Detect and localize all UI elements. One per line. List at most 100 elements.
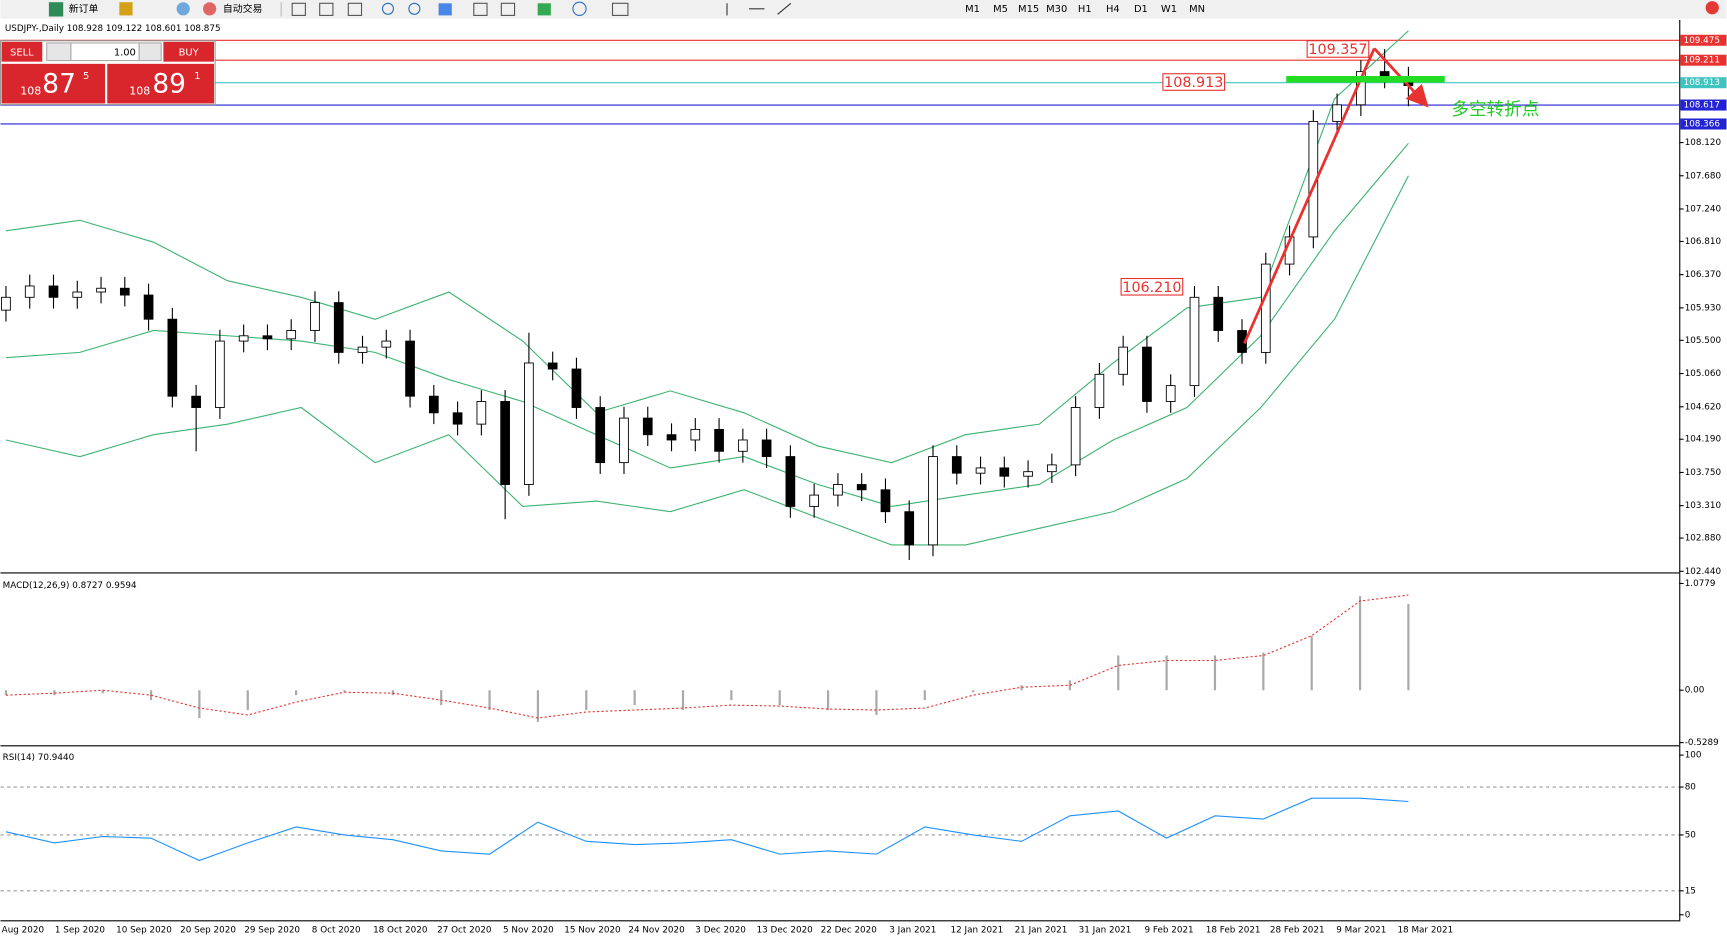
y-tick-label: 107.240	[1685, 204, 1722, 214]
price-annotation-box	[1306, 40, 1370, 58]
y-tick-label: 0	[1685, 910, 1691, 920]
x-tick-label: 13 Dec 2020	[757, 926, 814, 936]
y-tick-label: 100	[1685, 751, 1702, 761]
templates[interactable]	[611, 2, 629, 16]
y-tick-label: 106.810	[1685, 237, 1722, 247]
icon[interactable]	[500, 2, 516, 16]
icon[interactable]	[319, 2, 334, 16]
candle-body	[928, 456, 938, 546]
price-line-tag	[1680, 118, 1727, 130]
rsi-line	[5, 797, 1409, 862]
candle-body	[1189, 296, 1200, 387]
buy-button[interactable]	[163, 41, 215, 62]
icon[interactable]	[347, 2, 363, 16]
candle-body	[1047, 464, 1057, 473]
auto-trade-button[interactable]: 自动交易	[223, 2, 263, 15]
buy-price-small: 1	[194, 71, 200, 82]
candle-body	[381, 340, 392, 348]
lot-up[interactable]	[138, 42, 162, 62]
zoom-out[interactable]	[408, 2, 421, 15]
candle-body	[167, 318, 178, 397]
timeframe-button[interactable]: H4	[1106, 4, 1120, 15]
y-tick-label: 0.00	[1685, 686, 1705, 696]
timeframe-button[interactable]: MN	[1189, 4, 1205, 15]
candle-body	[191, 395, 201, 408]
zoom-in[interactable]	[381, 2, 394, 15]
trade-panel: SELL 1.00 BUY 108 87 5 108 89 1	[0, 40, 216, 106]
candle-body	[880, 489, 891, 513]
timeframe-button[interactable]: W1	[1161, 4, 1177, 15]
timeframes: M1 M5 M15 M30 H1 H4 D1 W1 MN	[965, 4, 1205, 15]
new-order-button[interactable]: 新订单	[69, 2, 99, 15]
x-tick-label: 18 Mar 2021	[1397, 926, 1453, 936]
candle-body	[690, 428, 701, 441]
icon[interactable]	[176, 2, 190, 16]
candle-body	[48, 285, 59, 298]
timeframe-button[interactable]: M30	[1046, 4, 1067, 15]
icon[interactable]	[473, 2, 488, 16]
lot-value[interactable]: 1.00	[114, 47, 136, 58]
price-annotation-box	[1162, 73, 1226, 91]
x-tick-label: 8 Oct 2020	[312, 926, 361, 936]
x-tick-label: 15 Nov 2020	[564, 926, 621, 936]
buy-label[interactable]: BUY	[179, 47, 200, 58]
timeframe-button[interactable]: H1	[1078, 4, 1092, 15]
candle-body	[238, 335, 249, 342]
price-annotation: 109.357	[1308, 42, 1367, 58]
candle-body	[1332, 104, 1342, 122]
macd-plot	[4, 594, 1410, 722]
candle-body	[904, 511, 915, 546]
timeframe-button[interactable]: M1	[965, 4, 980, 15]
y-tick-label: 105.930	[1685, 303, 1722, 313]
alert-icon[interactable]	[1705, 1, 1719, 15]
x-tick-label: 3 Dec 2020	[695, 926, 746, 936]
auto-trade-icon[interactable]	[203, 2, 217, 16]
periods[interactable]	[572, 1, 587, 16]
candle-body	[452, 412, 463, 425]
candle-body	[999, 467, 1010, 477]
candle-body	[119, 287, 130, 296]
sell-button[interactable]	[1, 41, 43, 62]
icon[interactable]	[438, 3, 452, 16]
icon[interactable]	[291, 2, 306, 16]
timeframe-button[interactable]: D1	[1134, 4, 1148, 15]
y-tick-label: 102.880	[1685, 534, 1722, 544]
buy-price-main: 89	[152, 68, 186, 99]
candle-body	[761, 439, 772, 458]
x-tick-label: 10 Sep 2020	[116, 926, 172, 936]
sell-label[interactable]: SELL	[10, 47, 34, 58]
x-tick-label: 20 Sep 2020	[180, 926, 236, 936]
candle-body	[951, 456, 962, 474]
axes: 109.475 109.211 108.913 108.617 108.366 102.4…	[0, 34, 1727, 936]
candle-body	[310, 302, 320, 331]
price-annotation: 108.913	[1164, 75, 1223, 91]
timeframe-button[interactable]: M15	[1018, 4, 1039, 15]
trend-tool[interactable]	[777, 2, 792, 15]
candle-body	[333, 302, 344, 353]
price-line-label: 108.913	[1684, 78, 1720, 88]
candle-body	[1070, 407, 1081, 466]
new-order-icon[interactable]	[48, 2, 64, 17]
candle-body	[96, 287, 106, 293]
lot-down[interactable]	[46, 42, 72, 62]
x-tick-label: 9 Mar 2021	[1336, 926, 1386, 936]
price-plot	[0, 30, 1680, 561]
x-tick-label: 31 Jan 2021	[1079, 926, 1132, 936]
candle-body	[619, 417, 629, 464]
candle-body	[785, 456, 796, 507]
candle-body	[1165, 385, 1176, 402]
x-tick-label: 24 Nov 2020	[628, 926, 685, 936]
timeframe-button[interactable]: M5	[993, 4, 1008, 15]
candle-body	[1023, 471, 1033, 477]
y-tick-label: 107.680	[1685, 171, 1722, 181]
x-tick-label: 28 Aug 2020	[0, 926, 44, 936]
indicators[interactable]	[537, 3, 551, 16]
icon[interactable]	[119, 2, 133, 16]
buy-price-box[interactable]	[107, 63, 215, 104]
x-tick-label: 29 Sep 2020	[244, 926, 300, 936]
candle-body	[1, 296, 11, 311]
x-tick-label: 3 Jan 2021	[889, 926, 936, 936]
x-tick-label: 18 Feb 2021	[1206, 926, 1261, 936]
sell-price-box[interactable]	[1, 63, 106, 104]
